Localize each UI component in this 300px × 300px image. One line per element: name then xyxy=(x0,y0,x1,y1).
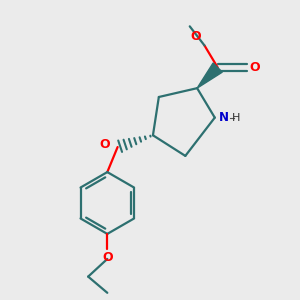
Text: H: H xyxy=(232,112,240,123)
Text: N: N xyxy=(219,111,229,124)
Polygon shape xyxy=(197,63,222,88)
Text: O: O xyxy=(100,138,110,151)
Text: O: O xyxy=(102,251,112,264)
Text: O: O xyxy=(190,30,201,43)
Text: O: O xyxy=(250,61,260,74)
